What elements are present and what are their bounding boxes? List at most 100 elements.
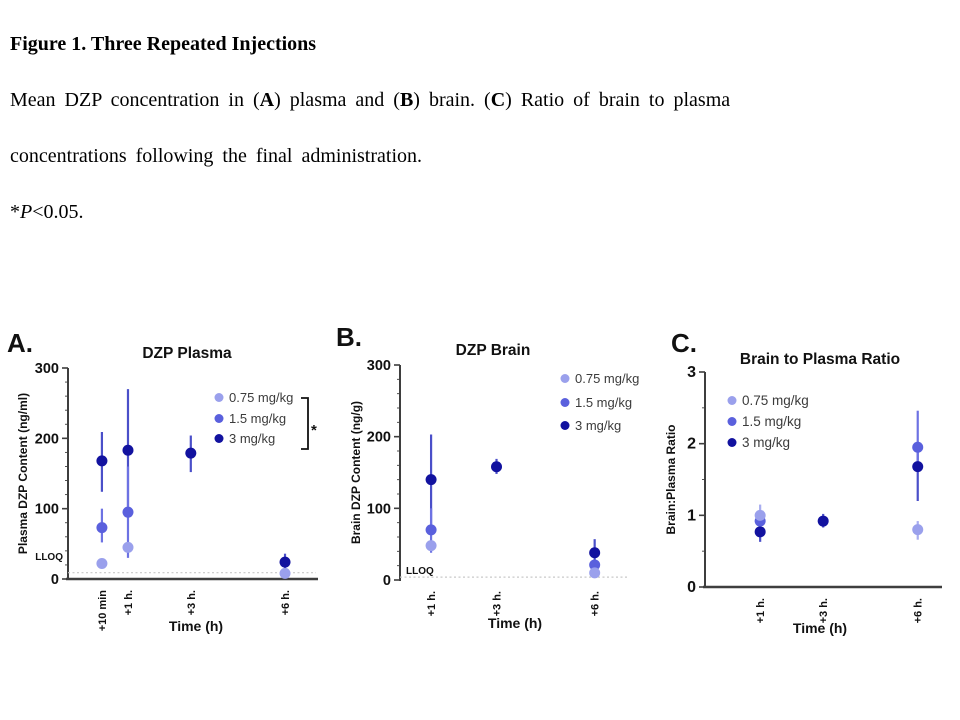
y-tick-label: 200 [367,430,391,446]
data-point [589,559,601,571]
x-tick-label: +6 h. [913,598,925,623]
legend-dot [214,414,224,423]
caption-segment: ) Ratio of brain to plasma [505,89,731,111]
legend-label: 3 mg/kg [229,431,275,446]
legend-dot [727,396,737,405]
caption-line: Mean DZP concentration in (A) plasma and… [10,72,850,128]
x-tick-label: +3 h. [186,590,198,615]
caption-segment: Figure 1. Three Repeated Injections [10,33,317,55]
y-tick-label: 2 [687,436,696,453]
caption-line: *P<0.05. [10,184,850,240]
data-point [425,524,437,536]
chart-panel-a: A. DZP Plasma 0 100 200 300 Plasma DZP Content… [0,318,330,668]
data-point [425,474,437,486]
legend-label: 0.75 mg/kg [742,393,809,408]
data-point [491,461,503,473]
legend-dot [560,374,570,383]
y-axis-label: Plasma DZP Content (ng/ml) [16,393,30,554]
legend-dot [214,434,224,443]
chart-title: DZP Plasma [142,345,232,362]
caption-segment: ) plasma and ( [274,89,400,111]
chart-title: DZP Brain [456,342,531,359]
chart-panel-c: C. Brain to Plasma Ratio 0 1 2 3 Brain:Plasma … [650,318,960,668]
charts-row: A. DZP Plasma 0 100 200 300 Plasma DZP Content… [0,318,960,668]
figure-caption: Figure 1. Three Repeated Injections Mean … [10,16,850,240]
y-tick-label: 3 [687,364,696,381]
x-axis-label: Time (h) [488,615,542,631]
data-point [122,444,134,456]
x-tick-label: +1 h. [123,590,135,615]
legend-dot [560,398,570,407]
data-point [912,524,924,536]
caption-segment: <0.05. [32,201,84,223]
x-tick-label: +3 h. [492,591,504,616]
legend-label: 0.75 mg/kg [575,371,639,386]
legend-dot [214,393,224,402]
data-point [589,547,601,559]
data-point [96,558,108,570]
data-point [122,541,134,553]
data-point [754,509,766,521]
data-point [912,461,924,473]
significance-bracket [301,397,309,450]
x-tick-label: +1 h. [426,591,438,616]
legend-label: 1.5 mg/kg [575,395,632,410]
caption-segment: concentrations following the final admin… [10,145,423,167]
data-point [279,567,291,579]
x-tick-label: +6 h. [590,591,602,616]
y-tick-label: 0 [687,579,696,596]
caption-segment: Mean DZP concentration in ( [10,89,260,111]
y-axis-label: Brain:Plasma Ratio [664,424,678,534]
chart-svg-a: A. DZP Plasma 0 100 200 300 Plasma DZP Content… [7,328,318,634]
caption-segment: * [10,201,20,223]
legend-label: 1.5 mg/kg [229,411,286,426]
legend-label: 3 mg/kg [575,418,621,433]
x-tick-label: +1 h. [755,598,767,623]
data-point [96,455,108,467]
y-tick-label: 100 [35,502,59,518]
caption-segment: P [20,201,33,223]
lloq-label: LLOQ [35,552,63,563]
data-point [279,556,291,568]
y-tick-label: 0 [383,573,391,589]
y-tick-label: 0 [51,572,59,588]
caption-line: concentrations following the final admin… [10,128,850,184]
chart-svg-c: C. Brain to Plasma Ratio 0 1 2 3 Brain:Plasma … [664,328,942,636]
caption-segment: C [490,89,506,111]
x-axis-label: Time (h) [169,618,223,634]
data-point [122,506,134,518]
data-point [754,526,766,538]
legend-label: 0.75 mg/kg [229,390,293,405]
y-tick-label: 300 [35,361,59,377]
chart-panel-b: B. DZP Brain 0 100 200 300 Brain DZP Content (… [330,318,650,668]
legend-dot [560,421,570,430]
panel-label: B. [336,322,362,352]
panel-label: C. [671,328,697,358]
x-tick-label: +10 min [97,590,109,632]
lloq-label: LLOQ [406,566,434,577]
caption-segment: A [259,89,275,111]
legend-label: 3 mg/kg [742,435,790,450]
y-tick-label: 100 [367,501,391,517]
caption-segment: ) brain. ( [413,89,491,111]
data-point [589,567,601,579]
x-tick-label: +6 h. [280,590,292,615]
x-tick-label: +3 h. [818,598,830,623]
y-tick-label: 300 [367,358,391,374]
legend-dot [727,417,737,426]
y-tick-label: 1 [687,507,696,524]
y-axis-label: Brain DZP Content (ng/g) [349,401,363,544]
panel-label: A. [7,328,33,358]
data-point [425,540,437,552]
data-point [185,447,197,459]
caption-segment: B [399,89,414,111]
chart-svg-b: B. DZP Brain 0 100 200 300 Brain DZP Content (… [336,322,639,631]
y-tick-label: 200 [35,431,59,447]
x-axis-label: Time (h) [793,620,847,636]
chart-title: Brain to Plasma Ratio [740,351,900,368]
data-point [96,522,108,534]
data-point [912,441,924,453]
legend-dot [727,438,737,447]
caption-line: Figure 1. Three Repeated Injections [10,16,850,72]
